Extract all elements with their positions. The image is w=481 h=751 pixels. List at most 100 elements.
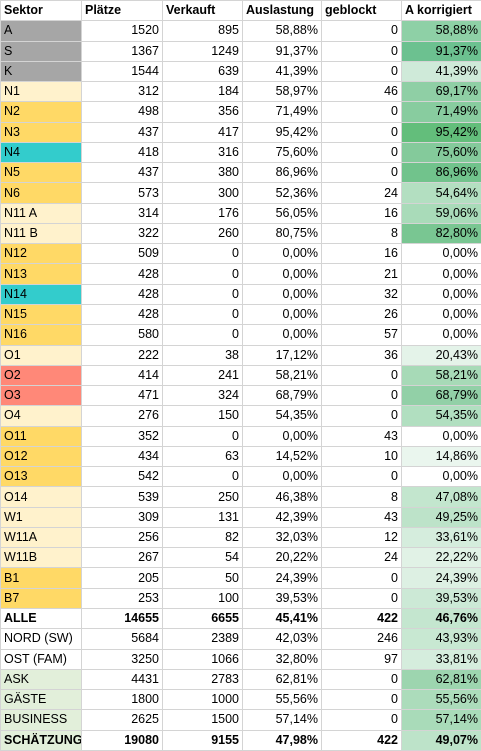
auslastung-cell: 71,49% <box>243 102 322 122</box>
verkauft-cell: 1249 <box>163 41 243 61</box>
verkauft-cell: 6655 <box>163 608 243 628</box>
verkauft-cell: 1500 <box>163 710 243 730</box>
plaetze-cell: 14655 <box>82 608 163 628</box>
sektor-cell: ALLE <box>1 608 82 628</box>
a-korrigiert-cell: 62,81% <box>402 669 481 689</box>
plaetze-cell: 428 <box>82 264 163 284</box>
sektor-cell: O11 <box>1 426 82 446</box>
sektor-cell: GÄSTE <box>1 690 82 710</box>
sektor-cell: O1 <box>1 345 82 365</box>
verkauft-cell: 176 <box>163 203 243 223</box>
plaetze-cell: 253 <box>82 588 163 608</box>
auslastung-cell: 0,00% <box>243 244 322 264</box>
auslastung-cell: 75,60% <box>243 142 322 162</box>
auslastung-cell: 52,36% <box>243 183 322 203</box>
a-korrigiert-cell: 57,14% <box>402 710 481 730</box>
auslastung-cell: 17,12% <box>243 345 322 365</box>
sektor-cell: O2 <box>1 365 82 385</box>
verkauft-cell: 1066 <box>163 649 243 669</box>
geblockt-cell: 422 <box>322 608 402 628</box>
sektor-cell: N5 <box>1 163 82 183</box>
plaetze-cell: 3250 <box>82 649 163 669</box>
plaetze-cell: 437 <box>82 163 163 183</box>
sektor-cell: NORD (SW) <box>1 629 82 649</box>
plaetze-cell: 256 <box>82 527 163 547</box>
auslastung-cell: 24,39% <box>243 568 322 588</box>
plaetze-cell: 428 <box>82 304 163 324</box>
sektor-cell: O12 <box>1 446 82 466</box>
sektor-cell: N6 <box>1 183 82 203</box>
plaetze-cell: 418 <box>82 142 163 162</box>
header-geblockt: geblockt <box>322 1 402 21</box>
auslastung-cell: 56,05% <box>243 203 322 223</box>
auslastung-cell: 58,21% <box>243 365 322 385</box>
plaetze-cell: 276 <box>82 406 163 426</box>
auslastung-cell: 20,22% <box>243 548 322 568</box>
geblockt-cell: 36 <box>322 345 402 365</box>
geblockt-cell: 8 <box>322 487 402 507</box>
a-korrigiert-cell: 58,88% <box>402 21 481 41</box>
verkauft-cell: 380 <box>163 163 243 183</box>
auslastung-cell: 80,75% <box>243 223 322 243</box>
plaetze-cell: 4431 <box>82 669 163 689</box>
auslastung-cell: 68,79% <box>243 386 322 406</box>
verkauft-cell: 324 <box>163 386 243 406</box>
geblockt-cell: 32 <box>322 284 402 304</box>
geblockt-cell: 0 <box>322 163 402 183</box>
plaetze-cell: 322 <box>82 223 163 243</box>
auslastung-cell: 32,80% <box>243 649 322 669</box>
verkauft-cell: 0 <box>163 284 243 304</box>
auslastung-cell: 39,53% <box>243 588 322 608</box>
a-korrigiert-cell: 58,21% <box>402 365 481 385</box>
geblockt-cell: 0 <box>322 21 402 41</box>
auslastung-cell: 62,81% <box>243 669 322 689</box>
a-korrigiert-cell: 14,86% <box>402 446 481 466</box>
auslastung-cell: 55,56% <box>243 690 322 710</box>
a-korrigiert-cell: 71,49% <box>402 102 481 122</box>
sektor-cell: N15 <box>1 304 82 324</box>
plaetze-cell: 1367 <box>82 41 163 61</box>
sektor-cell: W11B <box>1 548 82 568</box>
verkauft-cell: 2783 <box>163 669 243 689</box>
plaetze-cell: 414 <box>82 365 163 385</box>
plaetze-cell: 312 <box>82 82 163 102</box>
a-korrigiert-cell: 47,08% <box>402 487 481 507</box>
a-korrigiert-cell: 33,81% <box>402 649 481 669</box>
auslastung-cell: 45,41% <box>243 608 322 628</box>
plaetze-cell: 498 <box>82 102 163 122</box>
sektor-cell: ASK <box>1 669 82 689</box>
a-korrigiert-cell: 91,37% <box>402 41 481 61</box>
auslastung-cell: 0,00% <box>243 467 322 487</box>
header-a-korrigiert: A korrigiert <box>402 1 481 21</box>
auslastung-cell: 0,00% <box>243 426 322 446</box>
auslastung-cell: 41,39% <box>243 61 322 81</box>
verkauft-cell: 316 <box>163 142 243 162</box>
plaetze-cell: 573 <box>82 183 163 203</box>
verkauft-cell: 0 <box>163 325 243 345</box>
verkauft-cell: 63 <box>163 446 243 466</box>
header-plaetze: Plätze <box>82 1 163 21</box>
a-korrigiert-cell: 59,06% <box>402 203 481 223</box>
a-korrigiert-cell: 69,17% <box>402 82 481 102</box>
verkauft-cell: 300 <box>163 183 243 203</box>
auslastung-cell: 57,14% <box>243 710 322 730</box>
a-korrigiert-cell: 86,96% <box>402 163 481 183</box>
a-korrigiert-cell: 33,61% <box>402 527 481 547</box>
sektor-cell: N4 <box>1 142 82 162</box>
a-korrigiert-cell: 22,22% <box>402 548 481 568</box>
